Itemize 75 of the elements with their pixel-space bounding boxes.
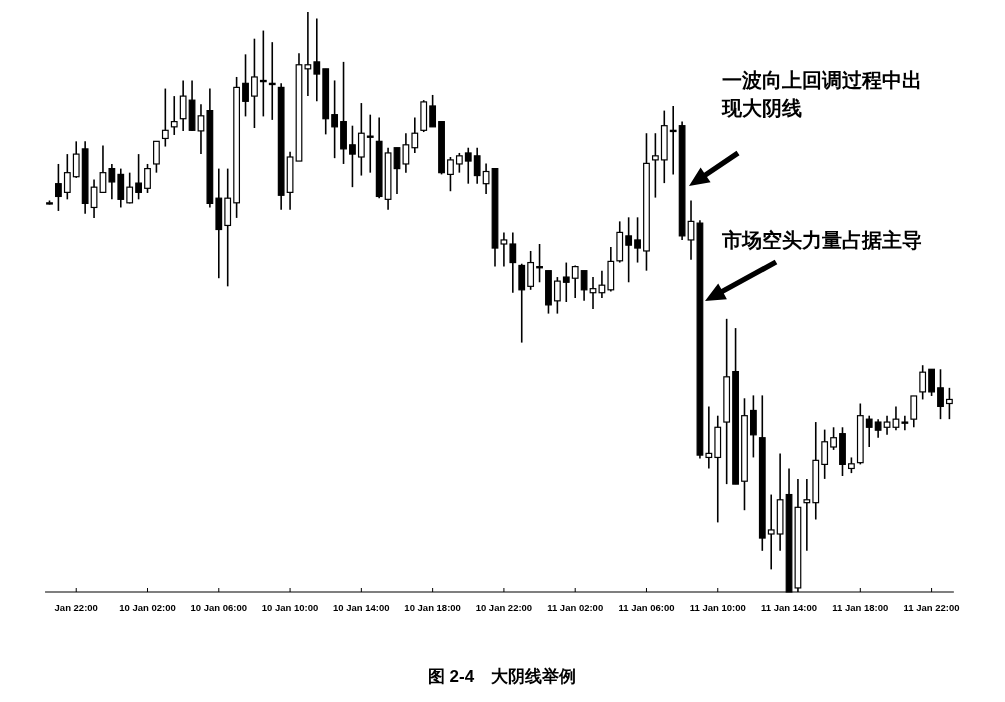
text: 图 2-4 大阴线举例 [427, 667, 577, 686]
candlestick [705, 405, 713, 470]
candlestick [669, 105, 677, 176]
candlestick [482, 162, 490, 195]
candlestick [411, 116, 419, 154]
candlestick [527, 250, 535, 291]
candlestick [830, 426, 837, 451]
x-tick-label: 10 Jan 14:00 [333, 602, 390, 613]
candlestick [63, 153, 71, 201]
candlestick [313, 17, 321, 103]
annotation: 市场空头力量占据主导 [722, 228, 923, 253]
candlestick [447, 156, 454, 193]
x-tick-label: 10 Jan 22:00 [475, 602, 533, 613]
x-tick-label: Jan 22:00 [54, 602, 98, 613]
candlestick [144, 163, 151, 194]
x-tick-label: 10 Jan 02:00 [119, 602, 176, 613]
candlestick [937, 368, 944, 420]
x-tick-label: 11 Jan 10:00 [689, 602, 746, 613]
candlestick [536, 243, 543, 284]
candlestick [366, 113, 374, 174]
candlestick [197, 103, 205, 155]
candlestick [90, 178, 98, 219]
candlestick [553, 276, 561, 315]
candlestick [464, 146, 472, 185]
candlestick [625, 216, 633, 284]
candlestick [865, 414, 873, 448]
candlestick [153, 140, 160, 174]
candlestick [580, 269, 588, 302]
candlestick [928, 368, 935, 397]
candlestick [803, 478, 811, 552]
candlestick [349, 124, 356, 188]
x-tick-label: 11 Jan 02:00 [547, 602, 604, 613]
candlestick [268, 41, 276, 121]
candlestick [946, 387, 953, 420]
candlestick [108, 163, 116, 201]
x-tick-label: 11 Jan 06:00 [618, 602, 675, 613]
candlestick [500, 231, 508, 268]
candlestick [634, 216, 641, 264]
candlestick [883, 414, 891, 436]
candlestick [571, 264, 579, 299]
candlestick [687, 199, 695, 261]
candlestick [910, 395, 918, 429]
candlestick [402, 132, 410, 174]
candlestick [161, 87, 169, 148]
candlestick [259, 29, 267, 118]
candlestick [562, 261, 570, 303]
candlestick [357, 102, 365, 177]
candlestick [874, 418, 882, 439]
candlestick [509, 231, 517, 294]
x-tick-label: 11 Jan 14:00 [761, 602, 818, 613]
candlestick [55, 163, 62, 212]
candlestick [651, 132, 659, 199]
candlestick [126, 171, 134, 205]
annotation: 一波向上回调过程中出现大阴线 [722, 68, 923, 121]
x-tick-label: 10 Jan 10:00 [261, 602, 319, 613]
candlestick [473, 146, 481, 185]
candlestick [331, 79, 339, 159]
candlestick [901, 414, 909, 431]
candlestick [821, 428, 829, 480]
candlestick [304, 11, 312, 97]
candlestick [170, 95, 178, 136]
x-tick-label: 10 Jan 18:00 [404, 602, 461, 613]
candlestick [72, 140, 80, 179]
x-tick-label: 11 Jan 22:00 [903, 602, 960, 613]
candlestick [242, 53, 249, 118]
x-tick-label: 11 Jan 18:00 [832, 602, 889, 613]
candlestick [598, 269, 606, 299]
candlestick [251, 37, 258, 129]
candlestick [455, 152, 463, 174]
x-tick-label: 10 Jan 06:00 [190, 602, 248, 613]
candlestick [767, 493, 775, 571]
candlestick [179, 79, 187, 132]
candlestick [919, 364, 927, 401]
candlestick [135, 153, 142, 201]
candlestick [429, 94, 437, 128]
